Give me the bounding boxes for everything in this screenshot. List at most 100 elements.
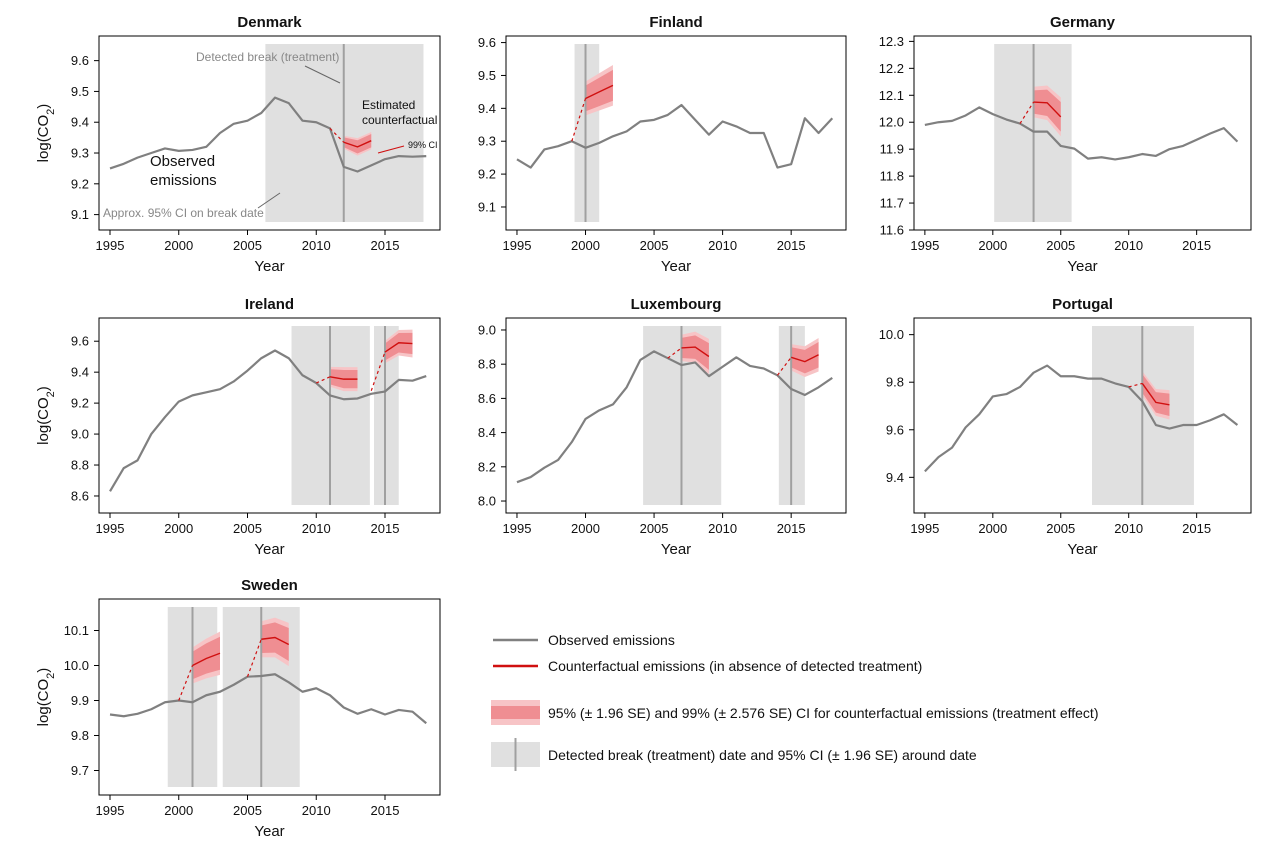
x-tick-label: 2005: [233, 803, 262, 818]
panel-title: Ireland: [245, 296, 294, 313]
x-tick-label: 1995: [910, 521, 939, 536]
y-tick-label: 10.0: [64, 658, 89, 673]
annotation: emissions: [150, 172, 217, 189]
x-tick-label: 1995: [503, 521, 532, 536]
x-tick-label: 2015: [371, 521, 400, 536]
counterfactual-line: [261, 636, 290, 646]
legend-counterfactual-label: Counterfactual emissions (in absence of …: [548, 658, 922, 674]
plot-frame: [913, 35, 1252, 231]
y-tick-label: 9.2: [71, 396, 89, 411]
counterfactual-line: [1033, 101, 1062, 118]
counterfactual-jump: [776, 356, 792, 376]
x-axis-label: Year: [254, 258, 284, 275]
y-axis-label: log(CO2): [35, 668, 57, 727]
x-tick-label: 2015: [1182, 521, 1211, 536]
y-tick-label: 12.2: [879, 61, 904, 76]
y-tick-label: 9.1: [71, 207, 89, 222]
ci95-band: [681, 335, 709, 370]
legend-ci95-swatch: [491, 706, 540, 719]
x-tick-label: 2005: [640, 521, 669, 536]
annotation-leader: [377, 145, 405, 154]
y-tick-label: 12.0: [879, 115, 904, 130]
x-axis-label: Year: [254, 541, 284, 558]
y-tick-label: 8.8: [478, 357, 496, 372]
x-tick-label: 1995: [96, 238, 125, 253]
observed-line: [109, 673, 427, 725]
counterfactual-jump: [571, 98, 587, 142]
x-tick-label: 2015: [371, 803, 400, 818]
annotation: Detected break (treatment): [196, 50, 339, 64]
annotation: Approx. 95% CI on break date: [103, 206, 264, 220]
x-tick-label: 1995: [910, 238, 939, 253]
counterfactual-jump: [178, 665, 194, 701]
panel-germany: Germany 1995 2000 2005 2010 2015 Year 11.6 11.7 1…: [879, 14, 1252, 275]
x-tick-label: 1995: [503, 238, 532, 253]
counterfactual-line: [329, 376, 358, 380]
panels: Denmark 1995 2000 2005 2010 2015 Year 9.1 9.2 9.3…: [35, 14, 1252, 840]
counterfactual-jump: [316, 376, 331, 384]
x-axis-label: Year: [661, 541, 691, 558]
panel-title: Denmark: [237, 14, 302, 31]
x-tick-label: 2000: [571, 521, 600, 536]
y-tick-label: 9.5: [71, 84, 89, 99]
y-tick-label: 9.6: [71, 53, 89, 68]
x-axis-label: Year: [1067, 258, 1097, 275]
y-tick-label: 10.1: [64, 623, 89, 638]
counterfactual-line: [681, 346, 710, 358]
panel-portugal: Portugal 1995 2000 2005 2010 2015 Year 9.4 9.6 9.…: [879, 296, 1252, 558]
y-tick-label: 9.6: [71, 334, 89, 349]
panel-title: Sweden: [241, 577, 298, 594]
y-tick-label: 9.9: [71, 693, 89, 708]
panel-finland: Finland 1995 2000 2005 2010 2015 Year 9.1 9.2 9.3…: [478, 14, 847, 275]
x-tick-label: 2010: [1114, 521, 1143, 536]
ci95-band: [585, 69, 613, 112]
y-tick-label: 9.3: [71, 146, 89, 161]
y-tick-label: 8.6: [478, 391, 496, 406]
y-tick-label: 8.0: [478, 494, 496, 509]
ci95-band: [1142, 374, 1170, 416]
plot-frame: [913, 317, 1252, 514]
y-tick-label: 9.8: [886, 375, 904, 390]
y-tick-label: 9.4: [71, 115, 89, 130]
x-tick-label: 2000: [978, 238, 1007, 253]
annotation: Observed: [150, 153, 215, 170]
x-tick-label: 2000: [978, 521, 1007, 536]
counterfactual-jump: [667, 347, 682, 359]
counterfactual-line: [585, 84, 614, 100]
observed-line: [924, 364, 1239, 473]
panel-title: Finland: [649, 14, 702, 31]
legend-ci-label: 95% (± 1.96 SE) and 99% (± 2.576 SE) CI …: [548, 705, 1098, 721]
x-tick-label: 2015: [777, 238, 806, 253]
y-tick-label: 11.6: [880, 223, 904, 238]
counterfactual-jump: [1019, 101, 1035, 124]
y-tick-label: 9.5: [478, 68, 496, 83]
x-tick-label: 1995: [96, 521, 125, 536]
plot-frame: [98, 35, 441, 231]
x-tick-label: 2010: [708, 521, 737, 536]
y-tick-label: 9.8: [71, 728, 89, 743]
y-tick-label: 9.0: [478, 322, 496, 337]
annotation: Estimated: [362, 98, 415, 112]
x-tick-label: 2015: [1182, 238, 1211, 253]
y-tick-label: 9.6: [478, 35, 496, 50]
x-tick-label: 2010: [302, 803, 331, 818]
x-tick-label: 2005: [1046, 521, 1075, 536]
counterfactual-line: [343, 140, 372, 148]
x-axis-label: Year: [661, 258, 691, 275]
y-axis-label: log(CO2): [35, 386, 57, 445]
y-tick-label: 11.7: [880, 196, 904, 211]
x-tick-label: 2000: [164, 803, 193, 818]
panel-title: Portugal: [1052, 296, 1113, 313]
counterfactual-line: [192, 652, 221, 667]
annotation-leader: [304, 65, 341, 84]
y-tick-label: 9.0: [71, 427, 89, 442]
x-tick-label: 2015: [371, 238, 400, 253]
x-tick-label: 2015: [777, 521, 806, 536]
x-tick-label: 2010: [302, 521, 331, 536]
observed-line: [924, 106, 1239, 161]
x-axis-label: Year: [254, 823, 284, 840]
x-tick-label: 2000: [571, 238, 600, 253]
x-tick-label: 2005: [233, 238, 262, 253]
plot-frame: [98, 598, 441, 796]
